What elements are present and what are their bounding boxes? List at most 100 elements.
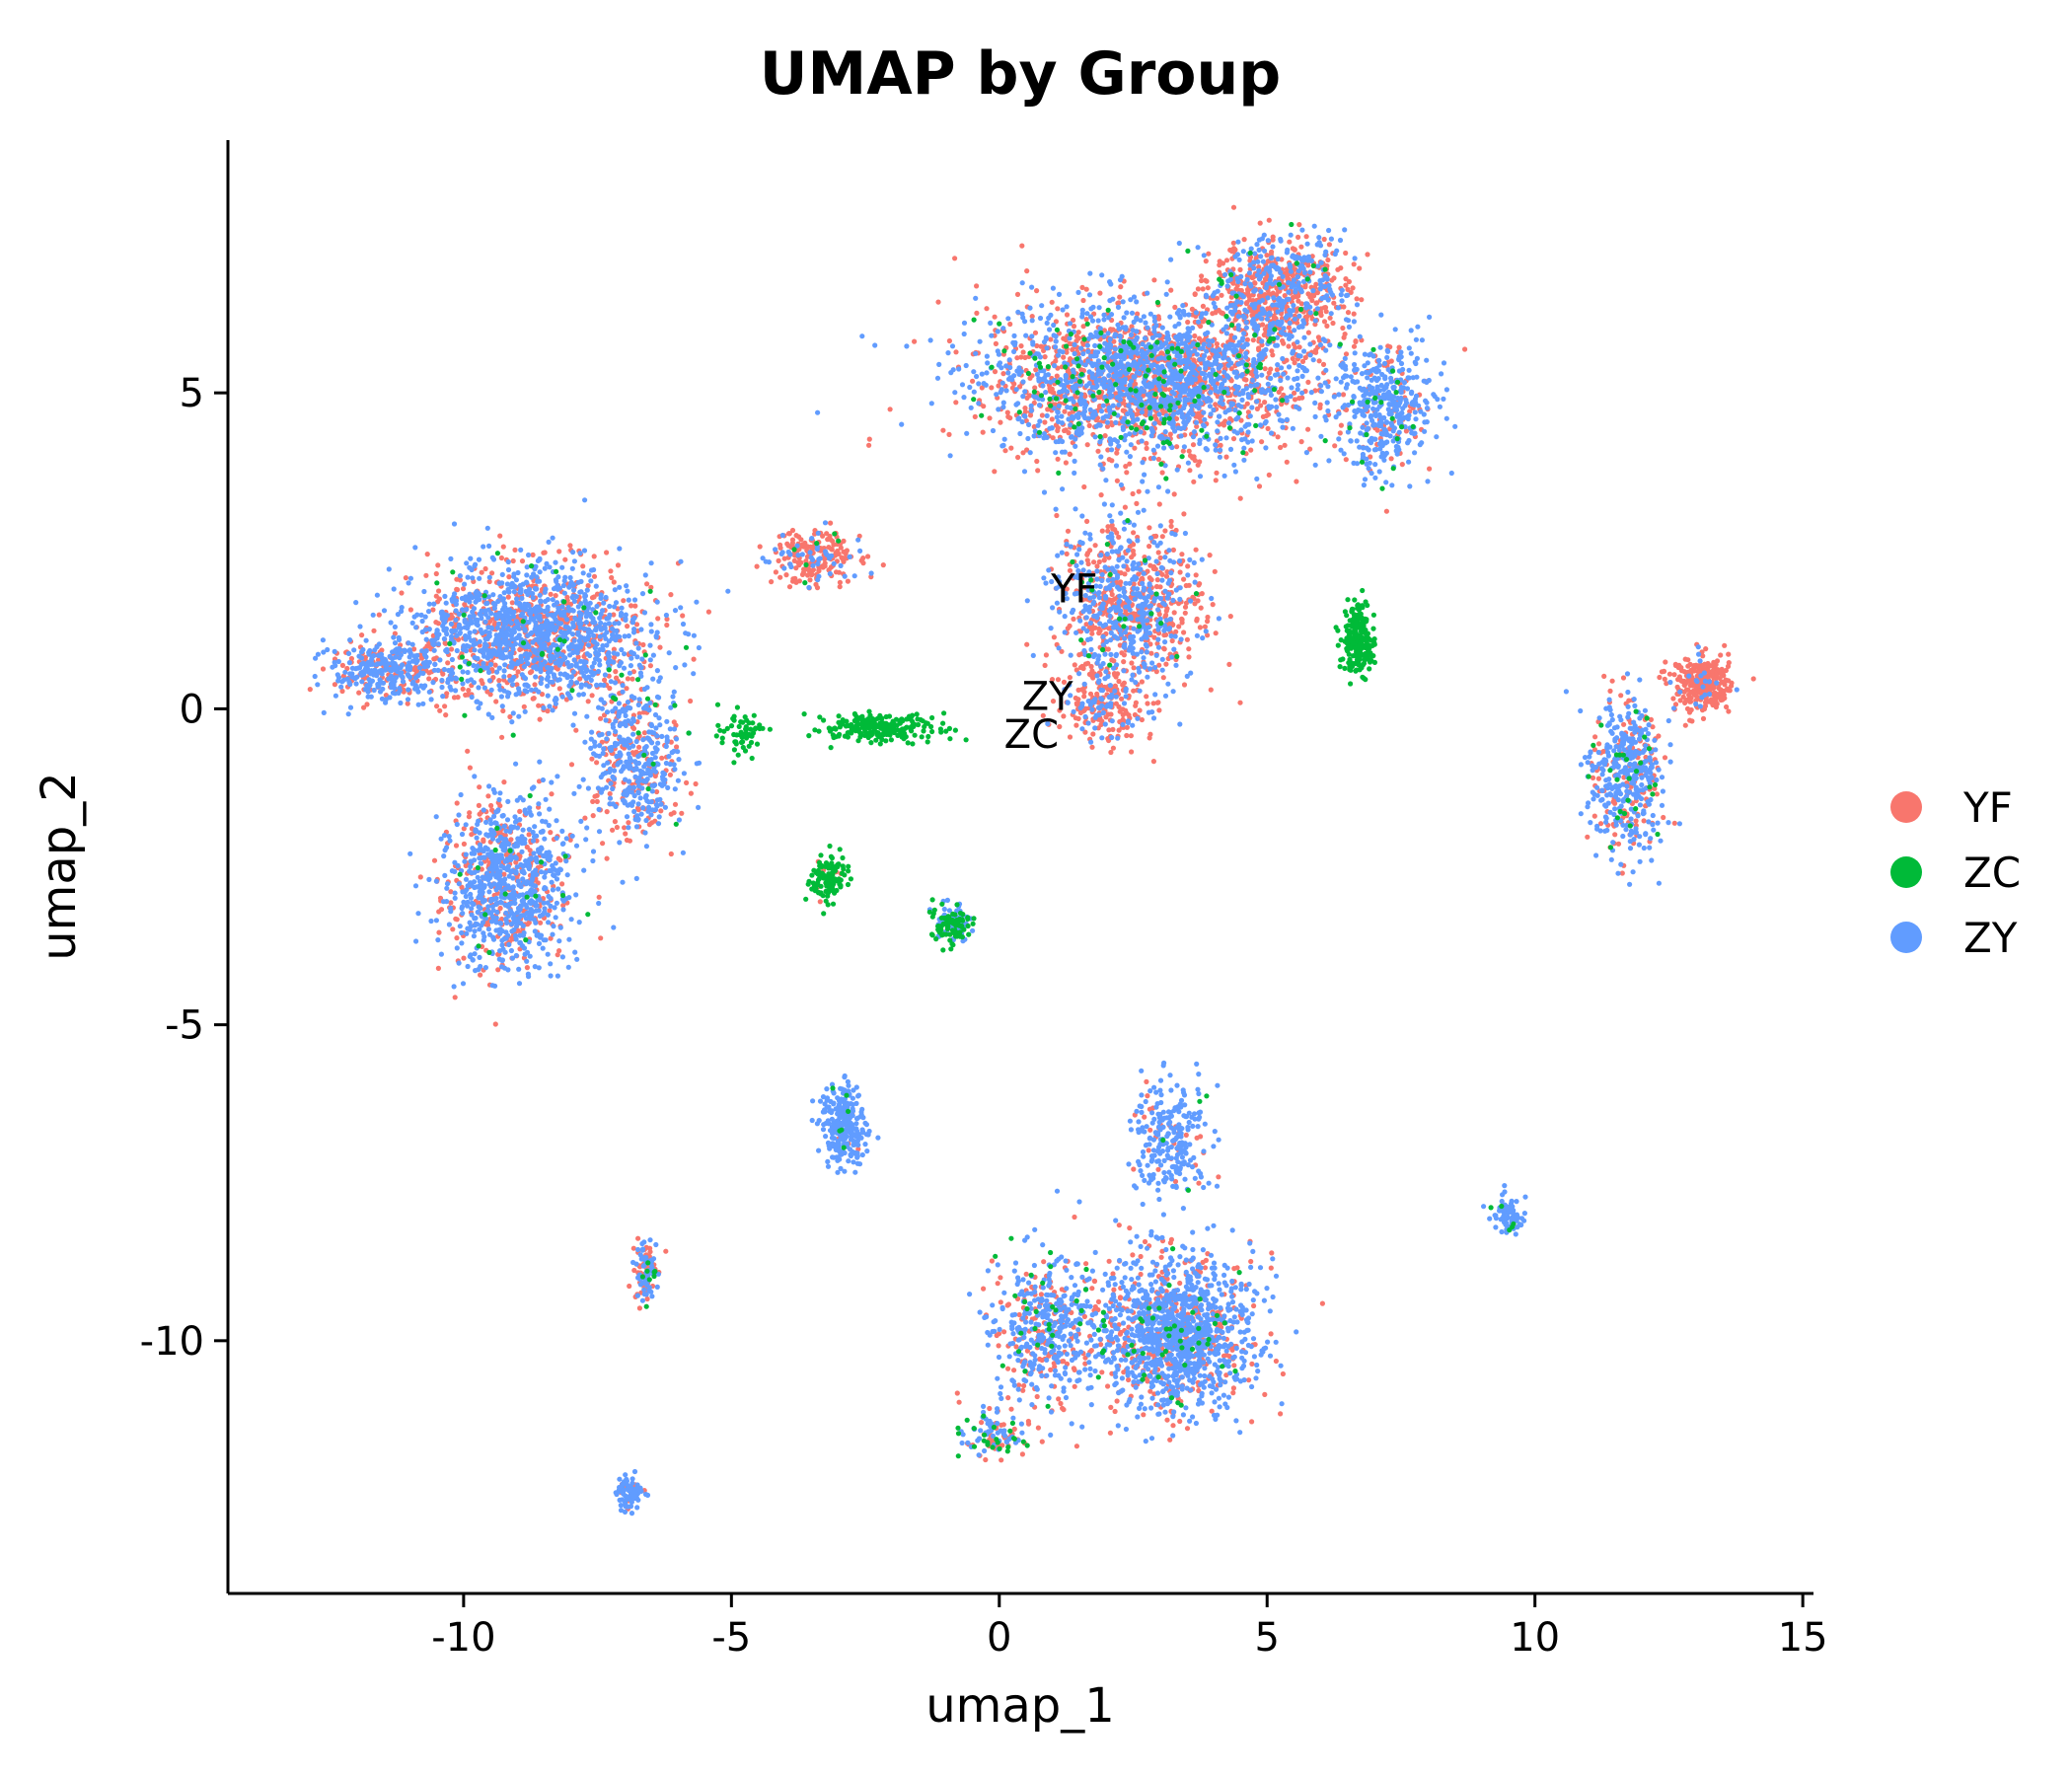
data-point [1097,290,1103,296]
data-point [1174,444,1180,450]
data-point [1072,1383,1077,1389]
data-point [1181,682,1188,688]
data-point [1729,683,1735,689]
data-point [1139,679,1145,685]
data-point [1313,281,1319,287]
data-point [431,857,438,863]
data-point [1084,442,1090,448]
data-point [594,792,600,798]
data-point [1035,468,1041,474]
data-point [461,841,467,848]
data-point [454,587,461,593]
data-point [556,549,562,555]
data-point [320,666,327,672]
data-point [613,669,619,675]
data-point [1719,666,1725,673]
data-point [1228,366,1234,372]
data-point [1141,1412,1147,1418]
data-point [1661,668,1667,675]
data-point [1133,703,1139,708]
data-point [946,337,953,344]
data-point [1075,330,1081,335]
data-point [1008,445,1014,451]
data-point [1278,1411,1284,1417]
data-point [1020,450,1026,456]
data-point [1682,722,1688,728]
data-point [1682,656,1688,662]
data-point [667,772,674,777]
data-point [1144,1078,1149,1084]
data-point [1129,660,1135,666]
data-point [1237,266,1243,272]
data-point [1196,335,1203,341]
data-point [1354,296,1360,302]
data-point [1340,325,1346,332]
data-point [1357,265,1363,271]
data-point [512,547,518,554]
data-point [1218,442,1223,448]
data-point [1278,444,1284,451]
data-point [478,972,483,978]
data-point [549,791,555,797]
data-point [1145,1093,1150,1099]
data-point [1216,1174,1221,1180]
data-point [1192,291,1198,297]
data-point [1299,390,1305,396]
data-point [1155,550,1161,555]
data-point [859,333,865,339]
data-point [519,558,526,564]
data-point [608,568,614,574]
data-point [1271,315,1278,321]
data-point [1612,832,1618,838]
data-point [1238,417,1244,423]
data-point [1197,459,1203,465]
data-point [1117,294,1123,300]
data-point [1151,277,1157,283]
data-point [777,542,783,549]
data-point [1038,1292,1044,1297]
data-point [1191,479,1197,484]
data-point [987,415,993,421]
data-point [691,656,697,662]
data-point [1262,1391,1268,1397]
data-point [423,572,429,578]
data-point [1071,317,1076,324]
data-point [1120,682,1126,688]
data-point [1316,358,1322,364]
data-point [1230,1390,1236,1396]
data-point [1089,627,1095,632]
data-point [1084,552,1090,557]
data-point [492,662,498,668]
data-point [492,1021,498,1027]
data-point [1159,534,1165,540]
data-point [1357,333,1363,339]
data-point [607,685,613,692]
data-point [1045,407,1051,412]
data-point [1223,454,1229,460]
data-point [1324,323,1330,329]
data-point [781,555,787,561]
data-point [487,692,493,698]
data-point [1269,348,1275,354]
data-point [830,538,836,545]
data-point [1182,604,1189,610]
data-point [426,676,432,682]
data-point [1230,1385,1236,1391]
data-point [479,678,484,684]
data-point [1609,678,1615,684]
data-point [1711,659,1717,665]
data-point [1286,325,1292,331]
data-point [1106,457,1112,463]
data-point [1171,610,1177,616]
data-point [1013,387,1019,393]
data-point [658,808,664,814]
data-point [1112,1408,1118,1415]
data-point [1164,1417,1170,1423]
data-point [1124,470,1130,476]
data-point [1150,563,1157,570]
data-point [1299,395,1305,401]
data-point [1157,584,1163,590]
data-point [1161,646,1167,652]
data-point [1721,680,1727,686]
data-point [1156,501,1162,507]
